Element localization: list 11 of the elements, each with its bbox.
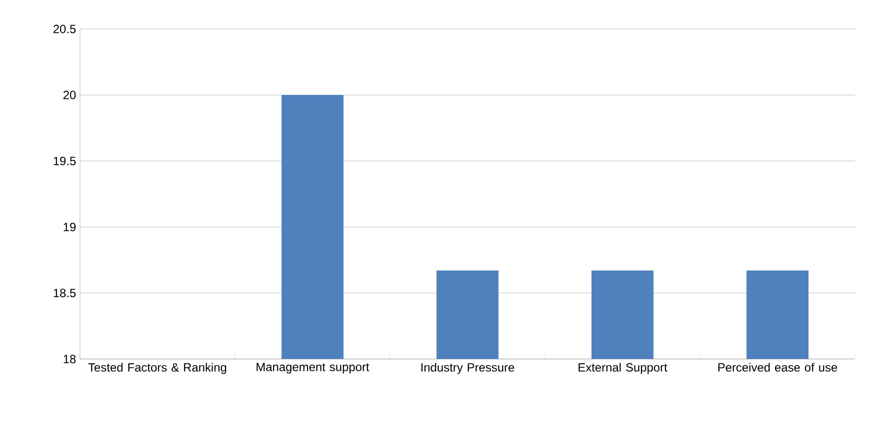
y-tick-label: 20: [63, 90, 76, 100]
y-tick-label: 18: [64, 354, 76, 364]
y-tick-label: 19: [64, 222, 76, 232]
y-tick-label: 19.5: [54, 156, 76, 166]
x-tick-label: Management support: [256, 362, 370, 374]
y-tick-label: 18.5: [54, 288, 76, 298]
x-tick-label: Industry Pressure: [421, 362, 514, 374]
y-tick-label: 20.5: [53, 24, 76, 34]
x-tick-label: Perceived ease of use: [718, 362, 838, 372]
x-tick-label: Tested Factors & Ranking: [88, 362, 226, 374]
x-tick-label: External Support: [578, 362, 668, 374]
